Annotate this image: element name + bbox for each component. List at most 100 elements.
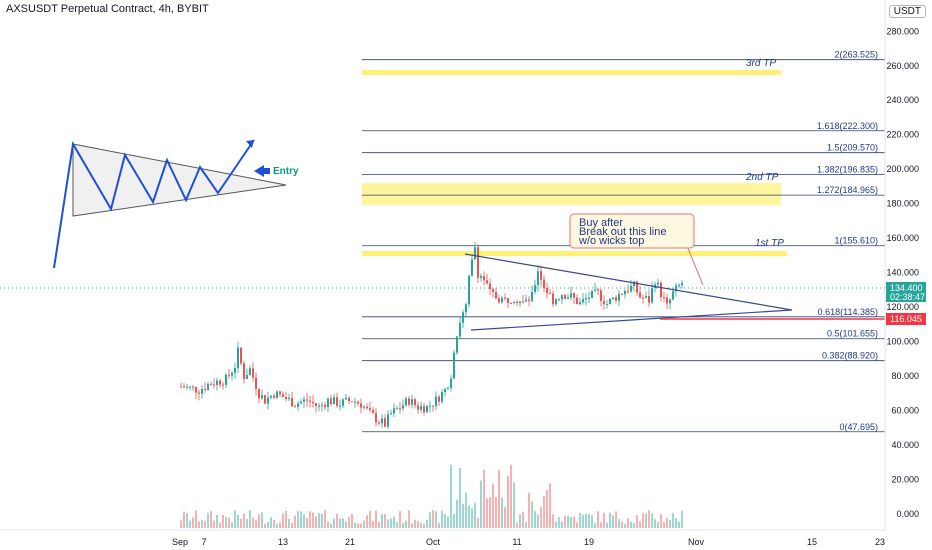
candle-body bbox=[333, 397, 335, 405]
volume-bar bbox=[369, 510, 371, 528]
tp-zone-2nd bbox=[362, 183, 781, 205]
volume-bar bbox=[327, 521, 329, 528]
volume-bar bbox=[471, 508, 473, 528]
y-tick-label: 260.000 bbox=[886, 61, 919, 71]
volume-bar bbox=[645, 513, 647, 528]
volume-bar bbox=[456, 499, 458, 528]
candle-body bbox=[669, 299, 671, 304]
y-tick-label: 220.000 bbox=[886, 130, 919, 140]
candle-body bbox=[372, 410, 374, 414]
volume-bar bbox=[204, 520, 206, 528]
candle-body bbox=[279, 391, 281, 395]
candle-body bbox=[207, 384, 209, 390]
volume-bar bbox=[600, 522, 602, 528]
volume-bar bbox=[249, 510, 251, 528]
candle-body bbox=[585, 298, 587, 300]
volume-bar bbox=[432, 510, 434, 528]
volume-bar bbox=[396, 522, 398, 528]
candle-body bbox=[345, 397, 347, 400]
volume-bar bbox=[255, 520, 257, 528]
volume-bar bbox=[309, 511, 311, 528]
candle-body bbox=[336, 397, 338, 407]
volume-bar bbox=[492, 483, 494, 528]
candle-body bbox=[447, 388, 449, 390]
tp-label-3rd: 3rd TP bbox=[746, 58, 776, 69]
volume-bar bbox=[306, 518, 308, 528]
volume-bar bbox=[399, 511, 401, 528]
volume-bar bbox=[669, 519, 671, 528]
candle-body bbox=[252, 368, 254, 378]
candle-body bbox=[444, 388, 446, 392]
candle-body bbox=[360, 403, 362, 408]
pattern-illustration: Entry bbox=[53, 139, 299, 269]
candle-body bbox=[321, 404, 323, 406]
callout-line-1: Buy after bbox=[579, 217, 623, 229]
candle-body bbox=[672, 291, 674, 300]
candle-body bbox=[330, 398, 332, 405]
volume-bar bbox=[627, 518, 629, 528]
candle-body bbox=[255, 377, 257, 390]
volume-bar bbox=[198, 521, 200, 528]
candle-body bbox=[417, 405, 419, 410]
volume-bar bbox=[435, 511, 437, 528]
volume-bar bbox=[258, 514, 260, 528]
candle-body bbox=[651, 288, 653, 303]
y-tick-label: 120.000 bbox=[886, 302, 919, 312]
volume-bar bbox=[405, 520, 407, 528]
volume-bar bbox=[678, 521, 680, 528]
volume-bar bbox=[213, 520, 215, 528]
candle-body bbox=[381, 418, 383, 424]
candle-body bbox=[231, 372, 233, 376]
volume-bar bbox=[354, 522, 356, 528]
volume-bar bbox=[288, 518, 290, 528]
volume-bar bbox=[387, 519, 389, 528]
y-tick-label: 60.000 bbox=[891, 406, 919, 416]
volume-bar bbox=[555, 521, 557, 528]
volume-bar bbox=[297, 511, 299, 528]
volume-bar bbox=[510, 464, 512, 528]
candle-body bbox=[222, 384, 224, 386]
candle-body bbox=[195, 386, 197, 393]
symmetrical-triangle bbox=[464, 253, 793, 331]
candle-body bbox=[234, 368, 236, 373]
candle-body bbox=[384, 418, 386, 427]
candle-body bbox=[627, 290, 629, 292]
candle-body bbox=[543, 279, 545, 289]
chart-title: AXSUSDT Perpetual Contract, 4h, BYBIT bbox=[6, 3, 209, 15]
candle-body bbox=[660, 282, 662, 298]
candle-body bbox=[624, 290, 626, 295]
volume-bar bbox=[225, 517, 227, 528]
price-tag bbox=[886, 282, 926, 302]
candle-body bbox=[603, 300, 605, 305]
volume-bar bbox=[189, 520, 191, 528]
candle-body bbox=[507, 297, 509, 303]
volume-bar bbox=[312, 512, 314, 528]
candle-body bbox=[504, 297, 506, 299]
candle-body bbox=[342, 399, 344, 406]
volume-bar bbox=[234, 510, 236, 528]
candle-body bbox=[519, 301, 521, 304]
candle-body bbox=[516, 301, 518, 304]
volume-bar bbox=[264, 523, 266, 528]
volume-bar bbox=[186, 513, 188, 528]
candle-body bbox=[288, 397, 290, 399]
candle-body bbox=[552, 293, 554, 305]
price-tag-countdown: 02:38:47 bbox=[890, 292, 925, 302]
volume-bar bbox=[291, 523, 293, 528]
volume-bar bbox=[552, 514, 554, 528]
entry-label: Entry bbox=[273, 166, 299, 177]
y-tick-label: 0.000 bbox=[896, 509, 919, 519]
candle-body bbox=[498, 298, 500, 303]
candle-body bbox=[324, 404, 326, 408]
fib-level-label: 0.618(114.385) bbox=[818, 307, 878, 317]
x-tick-label: 13 bbox=[278, 537, 288, 547]
volume-bar bbox=[507, 475, 509, 528]
volume-bar bbox=[498, 470, 500, 528]
currency-button[interactable]: USDT bbox=[888, 5, 926, 18]
fib-level-label: 1(155.610) bbox=[834, 236, 878, 246]
volume-bar bbox=[417, 520, 419, 528]
volume-bar bbox=[366, 515, 368, 528]
volume-bar bbox=[414, 519, 416, 528]
volume-bar bbox=[639, 521, 641, 528]
candle-body bbox=[621, 293, 623, 295]
